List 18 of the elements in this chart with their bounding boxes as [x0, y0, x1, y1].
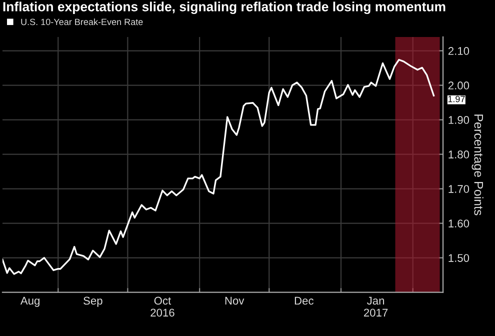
y-axis-title: Percentage Points	[472, 114, 484, 216]
x-tick-label: Dec	[294, 296, 314, 305]
x-tick-label: Nov	[225, 296, 244, 305]
data-label: 1.97	[448, 96, 465, 102]
x-tick-label: Aug	[20, 296, 40, 307]
line-series	[2, 58, 435, 275]
y-tick-label: 1.70	[448, 185, 470, 193]
y-tick-label: 1.80	[448, 150, 470, 158]
y-tick-label: 2.10	[448, 47, 470, 55]
y-tick-label: 1.90	[448, 116, 470, 124]
x-tick-label: Oct 2016	[150, 296, 174, 317]
chart-title: Inflation expectations slide, signaling reflation trade losing momentum	[3, 2, 446, 14]
x-tick-label: Jan 2017	[364, 296, 388, 317]
y-tick-label: 2.00	[448, 82, 470, 90]
legend-label: U.S. 10-Year Break-Even Rate	[21, 18, 143, 26]
y-tick-label: 1.60	[448, 220, 470, 228]
y-tick-label: 1.50	[448, 254, 470, 262]
x-tick-label: Sep	[84, 296, 102, 307]
